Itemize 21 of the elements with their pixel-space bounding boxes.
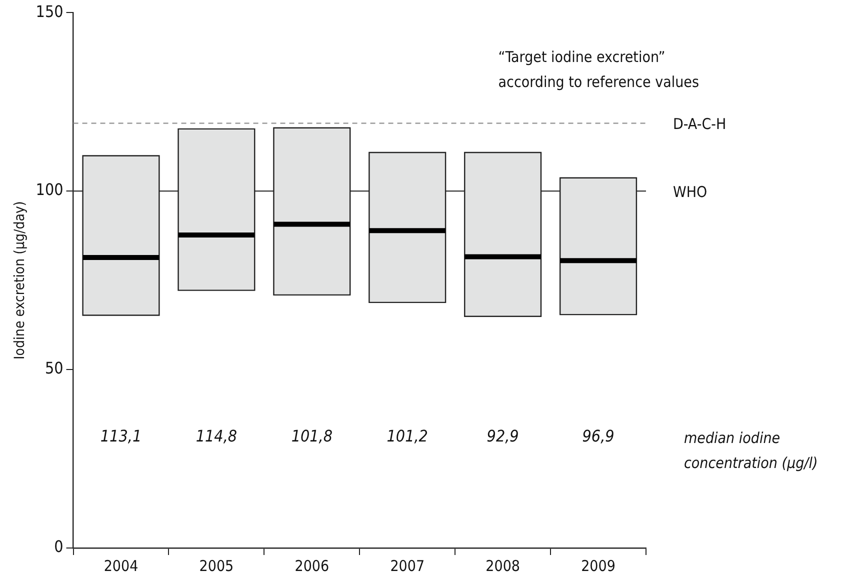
annotation: 101,2 bbox=[386, 426, 428, 446]
ref-line-label: D-A-C-H bbox=[673, 115, 726, 134]
y-tick-label: 0 bbox=[54, 537, 64, 556]
annotation: 96,9 bbox=[582, 426, 614, 446]
annotation: 113,1 bbox=[100, 426, 142, 446]
annotation: 114,8 bbox=[196, 426, 238, 446]
y-axis-title: Iodine excretion (µg/day) bbox=[12, 201, 28, 360]
y-tick-label: 50 bbox=[44, 358, 64, 378]
y-tick-label: 150 bbox=[36, 2, 64, 21]
ref-line-label: WHO bbox=[673, 182, 708, 201]
x-tick-label: 2004 bbox=[104, 556, 138, 575]
x-tick-label: 2008 bbox=[486, 556, 520, 575]
x-tick-label: 2006 bbox=[294, 556, 330, 575]
x-tick-label: 2005 bbox=[199, 556, 234, 575]
x-tick-label: 2009 bbox=[581, 556, 616, 575]
annotation: 101,8 bbox=[291, 426, 333, 446]
text: median iodine concentration (µg/l) bbox=[684, 429, 818, 472]
annotation: 92,9 bbox=[486, 426, 519, 446]
y-tick-label: 100 bbox=[36, 180, 64, 200]
annotation: “Target iodine excretion” according to reference values bbox=[498, 48, 700, 91]
x-tick-label: 2007 bbox=[390, 556, 425, 575]
